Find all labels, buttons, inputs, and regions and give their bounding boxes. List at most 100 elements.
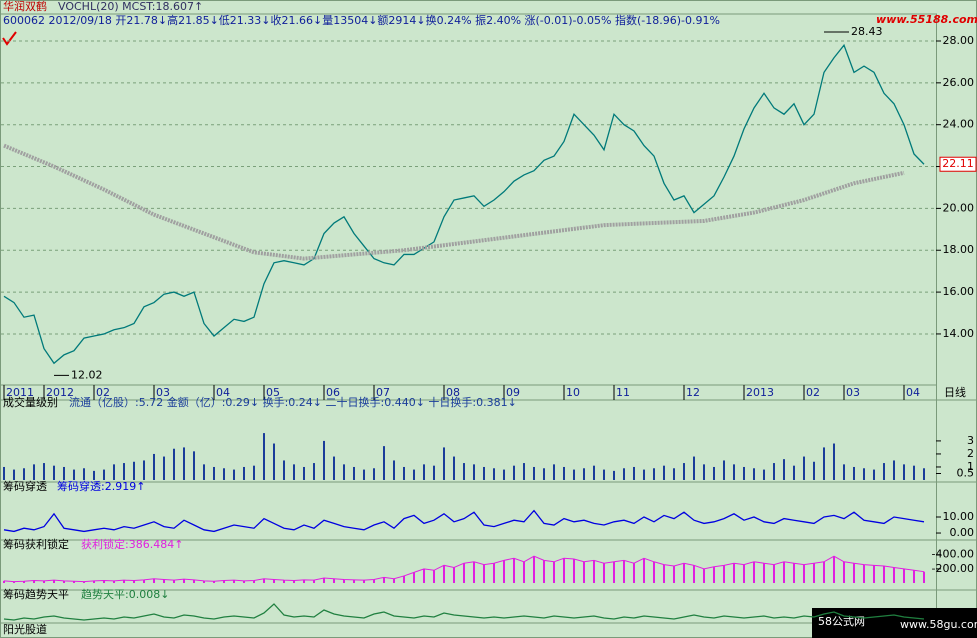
bar [563,466,565,480]
bar [373,468,375,480]
panel-info: 流通（亿股）:5.72 金额（亿）:0.29↓ 换手:0.24↓ 二十日换手:0… [69,395,517,409]
bar [523,463,525,480]
bar [213,466,215,480]
bar [543,468,545,480]
bar [733,464,735,480]
bar [873,469,875,480]
bar [243,466,245,480]
last-price: 22.11 [942,157,974,170]
x-tick-label: 2013 [746,386,774,399]
bar [163,456,165,480]
bar [173,448,175,480]
high-label: 28.43 [851,25,883,38]
panel-info: 筹码穿透:2.919↑ [57,479,145,493]
bar [113,464,115,480]
y-tick-label: 28.00 [943,34,975,47]
bar [503,469,505,480]
y-tick-label: 2 [967,447,974,460]
bar [573,469,575,480]
x-tick-label: 02 [96,386,110,399]
y-tick-label: 0.00 [950,526,975,539]
bar [343,464,345,480]
bar [353,466,355,480]
bar [793,465,795,480]
bar [233,469,235,480]
y-tick-label: 24.00 [943,118,975,131]
bar [303,466,305,480]
bar [333,456,335,480]
bar [323,440,325,480]
bar [723,460,725,480]
bar [713,466,715,480]
brand: 58公式网 [818,615,865,628]
x-tick-label: 05 [266,386,280,399]
bar [863,468,865,480]
x-tick-label: 07 [376,386,390,399]
bar [393,460,395,480]
bar [143,460,145,480]
bar [203,464,205,480]
y-tick-label: 18.00 [943,243,975,256]
bar [853,466,855,480]
check-icon [2,31,17,46]
panel-title: 筹码趋势天平 [3,587,69,601]
bar [103,469,105,480]
bar [603,469,605,480]
period: 日线 [944,385,966,399]
price-frame [0,13,937,386]
bar [253,465,255,480]
bar [803,456,805,480]
bar [463,463,465,480]
x-tick-label: 11 [616,386,630,399]
panel-info: 趋势天平:0.008↓ [81,588,169,601]
bar [93,470,95,480]
bar [753,468,755,480]
bar [33,464,35,480]
quote: 600062 2012/09/18 开21.78↓高21.85↓低21.33↓收… [3,13,720,27]
low-label: 12.02 [71,368,103,381]
bar [553,464,555,480]
area-line [3,555,925,583]
indicator: VOCHL(20) MCST:18.607↑ [58,0,203,13]
series-line [3,603,925,621]
bar [773,463,775,480]
bar [843,464,845,480]
bar [903,464,905,480]
brand-box [812,608,977,638]
y-tick-label: 20.00 [943,201,975,214]
x-tick-label: 03 [846,386,860,399]
bar [593,465,595,480]
bar [193,451,195,480]
y-tick-label: -400.00 [932,548,974,561]
bar [583,468,585,480]
watermark: www.55188.com [876,13,977,26]
bar [183,447,185,480]
bar [423,464,425,480]
bar [743,466,745,480]
bar [633,466,635,480]
bar [673,468,675,480]
x-tick-label: 09 [506,386,520,399]
x-tick-label: 06 [326,386,340,399]
bar [913,465,915,480]
bar [833,443,835,480]
bar [683,463,685,480]
y-tick-label: -200.00 [932,562,974,575]
bar [483,466,485,480]
bar [43,463,45,480]
footer-left: 阳光股道 [3,622,47,636]
bar [83,468,85,480]
bar [13,469,15,480]
bar [703,464,705,480]
y-tick-label: 14.00 [943,327,975,340]
bar [643,469,645,480]
bar [363,469,365,480]
brand-site: www.58gu.com [900,618,977,631]
bar [283,460,285,480]
x-tick-label: 04 [216,386,230,399]
x-tick-label: 04 [906,386,920,399]
bar [453,456,455,480]
bar [133,461,135,480]
x-tick-label: 02 [806,386,820,399]
